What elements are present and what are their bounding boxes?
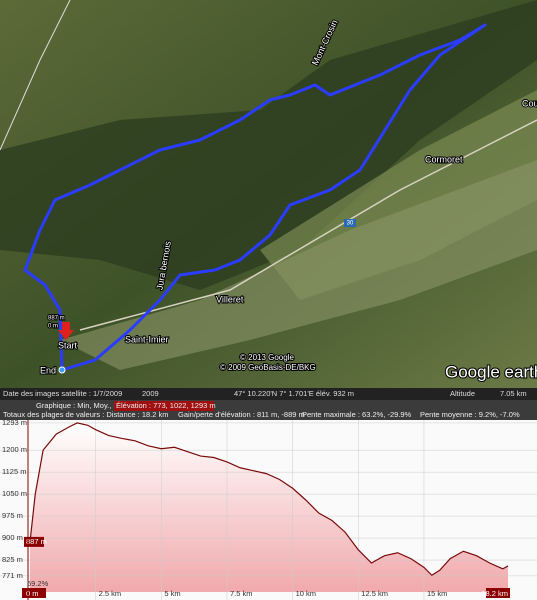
highlight [114,401,214,411]
y-tick-label: 900 m [2,533,23,542]
forest [0,0,537,290]
x-tick-label: 12.5 km [361,589,388,598]
cursor-elevation: 887 m [26,537,47,546]
y-tick-label: 771 m [2,571,23,580]
road [79,119,537,331]
cursor-slope: 59.2% [27,579,49,588]
coordinates: 47° 10.220'N 7° 1.701'E élév. 932 m [234,389,354,398]
border [0,0,71,151]
satellite-map[interactable]: 30 Mont-Crosin Villeret Saint-Imier Corm… [0,0,537,400]
x-tick-label: 10 km [296,589,316,598]
road-number: 30 [347,221,354,227]
avg-slope: Pente moyenne : 9.2%, -7.0% [420,410,520,419]
copyright: © 2013 Google [240,353,294,362]
y-tick-label: 1293 m [2,418,27,427]
elevation-summary: Élévation : 773, 1022, 1293 m [116,401,216,410]
road-shield [344,219,356,227]
cursor-box [24,536,44,547]
place-label: Cormoret [425,154,463,164]
place-label: Cou [522,98,537,108]
place-label: Villeret [216,294,244,304]
start-label: Start [58,340,78,350]
y-tick-label: 825 m [2,555,23,564]
x-tick-label: 7.5 km [230,589,253,598]
profile-area [30,422,508,592]
start-arrow [58,322,74,340]
tick-box [22,588,46,598]
y-tick-label: 1125 m [2,467,26,476]
imagery-year[interactable]: 2009 [142,389,159,398]
x-tick-label: 2.5 km [99,589,122,598]
tick-box [486,588,510,598]
y-tick-label: 975 m [2,511,23,520]
end-label: End [40,365,56,375]
place-label: Saint-Imier [125,334,169,344]
imagery-date: Date des images satellite : 1/7/2009 [3,389,122,398]
track [23,23,487,372]
logo: Google earth [445,362,537,381]
status-bar [0,388,537,400]
x-tick-label: 18.2 km [481,589,508,598]
altitude-label: Altitude [450,389,475,398]
elevation-gain: Gain/perte d'élévation : 811 m, -889 m [178,410,305,419]
x-tick-label: 0 m [26,589,39,598]
distance-total: Totaux des plages de valeurs : Distance … [3,410,169,419]
end-marker [58,366,66,374]
x-tick-label: 15 km [427,589,447,598]
elevation-profile[interactable]: Graphique : Min, Moy., Max Élévation : 7… [0,400,537,600]
y-tick-label: 1050 m [2,489,27,498]
profile-line [29,422,509,577]
max-slope: Pente maximale : 63.2%, -29.9% [302,410,412,419]
graph-mode: Graphique : Min, Moy., Max [36,401,128,410]
x-tick-label: 5 km [164,589,180,598]
marker-label: 0 m [48,324,58,330]
valley [60,160,537,370]
y-tick-label: 1200 m [2,445,27,454]
altitude-value: 7.05 km [500,389,527,398]
marker-label: 887 m [48,316,65,322]
copyright: © 2009 GeoBasis-DE/BKG [220,363,316,372]
